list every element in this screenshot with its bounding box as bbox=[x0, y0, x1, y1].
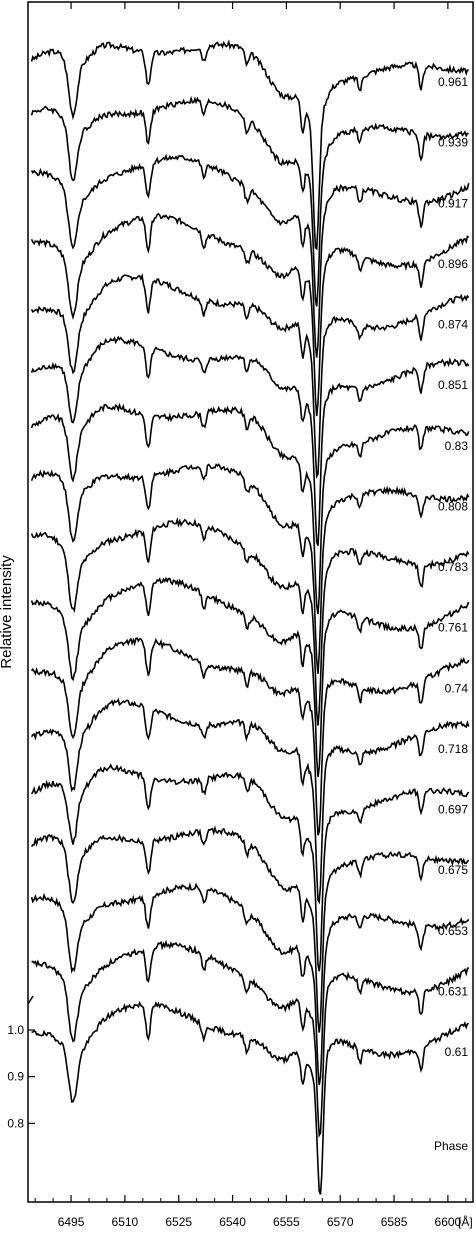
y-axis-title: Relative intensity bbox=[0, 555, 15, 669]
phase-label: 0.896 bbox=[438, 257, 468, 271]
spectra-group bbox=[30, 39, 470, 1195]
spectrum-line bbox=[30, 576, 470, 778]
phase-label: 0.631 bbox=[438, 984, 468, 998]
spectrum-line bbox=[30, 153, 470, 358]
phase-label: 0.874 bbox=[438, 318, 468, 332]
y-tick-label: 0.8 bbox=[7, 1116, 24, 1130]
x-tick-label: 6555 bbox=[273, 1215, 300, 1229]
y-tick-label: 0.9 bbox=[7, 1070, 24, 1084]
spectrum-line bbox=[30, 463, 470, 674]
phase-label: 0.851 bbox=[438, 378, 468, 392]
phase-labels: 0.961 0.939 0.917 0.896 0.874 0.851 0.83 0.808 0… bbox=[438, 75, 468, 1059]
spectrum-line bbox=[30, 763, 470, 972]
phase-title: Phase bbox=[434, 1139, 468, 1153]
x-tick-label: 6495 bbox=[58, 1215, 85, 1229]
x-tick-label: 6570 bbox=[327, 1215, 354, 1229]
phase-label: 0.697 bbox=[438, 803, 468, 817]
x-axis-unit: [Å] bbox=[458, 1214, 473, 1229]
spectrum-line bbox=[30, 272, 470, 479]
phase-label: 0.761 bbox=[438, 621, 468, 635]
x-tick-label: 6510 bbox=[112, 1215, 139, 1229]
plot-frame bbox=[27, 1, 474, 1203]
spectrum-line bbox=[30, 882, 470, 1086]
phase-label: 0.808 bbox=[438, 499, 468, 513]
x-tick-label: 6585 bbox=[381, 1215, 408, 1229]
spectrum-line bbox=[31, 939, 470, 1139]
phase-label: 0.675 bbox=[438, 863, 468, 877]
spectrum-line bbox=[30, 697, 470, 905]
phase-label: 0.83 bbox=[445, 439, 469, 453]
y-axis: 0.8 0.9 1.0 bbox=[7, 1023, 35, 1130]
spectrum-line bbox=[30, 39, 469, 251]
phase-label: 0.61 bbox=[445, 1045, 469, 1059]
phase-label: 0.939 bbox=[438, 136, 468, 150]
x-tick-label: 6600 bbox=[435, 1215, 462, 1229]
x-axis: 6495 6510 6525 6540 6555 6570 6585 6600 bbox=[34, 2, 467, 1229]
spectrum-line bbox=[31, 1000, 470, 1195]
x-tick-label: 6540 bbox=[219, 1215, 246, 1229]
x-tick-label: 6525 bbox=[165, 1215, 192, 1229]
phase-label: 0.961 bbox=[438, 75, 468, 89]
phase-label: 0.783 bbox=[438, 560, 468, 574]
spectrum-line bbox=[30, 516, 470, 726]
phase-label: 0.718 bbox=[438, 742, 468, 756]
spectrum-line bbox=[30, 825, 470, 1033]
y-tick-label: 1.0 bbox=[7, 1023, 24, 1037]
spectrum-line bbox=[30, 335, 470, 546]
spectrum-line bbox=[30, 212, 470, 417]
spectrum-line bbox=[30, 637, 470, 836]
spectrum-line bbox=[30, 95, 469, 307]
spectrum-line bbox=[30, 402, 470, 615]
phase-label: 0.917 bbox=[438, 196, 468, 210]
phase-label: 0.74 bbox=[445, 681, 469, 695]
axis-break-mark bbox=[27, 995, 34, 1005]
phase-label: 0.653 bbox=[438, 924, 468, 938]
